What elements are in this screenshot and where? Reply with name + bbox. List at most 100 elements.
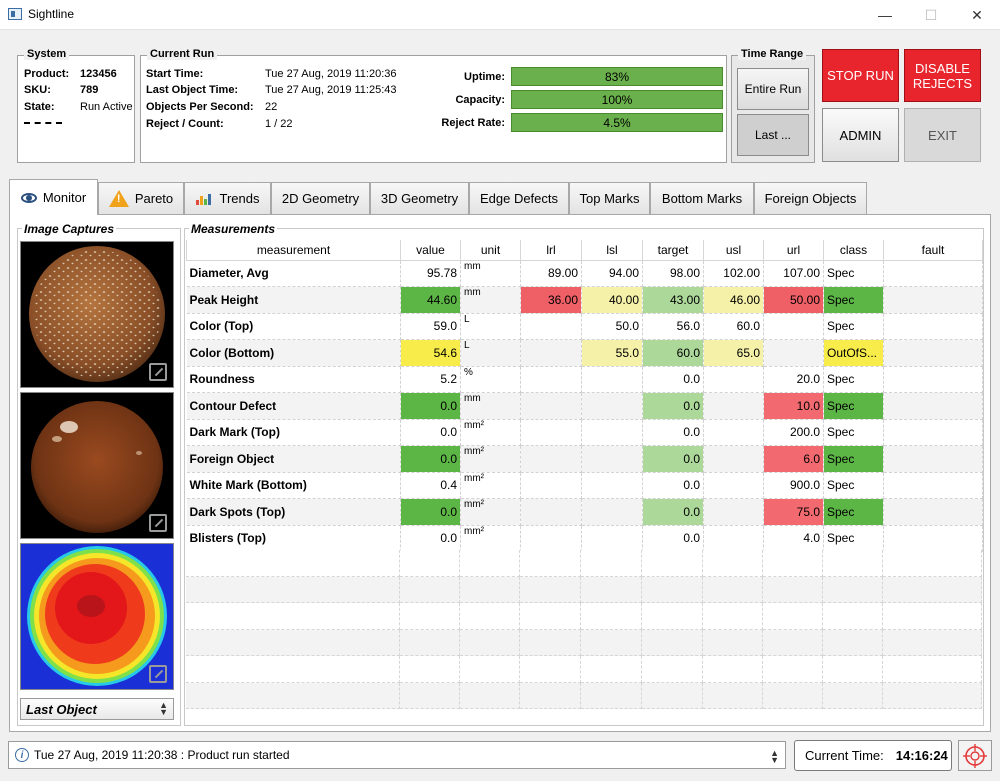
status-message: Tue 27 Aug, 2019 11:20:38 : Product run … <box>34 748 290 762</box>
capture-selector-value: Last Object <box>26 701 97 717</box>
measurement-name: Blisters (Top) <box>186 524 401 552</box>
measurement-unit: mm² <box>460 445 521 473</box>
measurement-lsl: 94.00 <box>581 259 643 287</box>
minimize-button[interactable]: — <box>878 7 892 23</box>
column-header[interactable]: unit <box>460 240 521 261</box>
column-header[interactable]: value <box>400 240 461 261</box>
measurement-unit: mm² <box>460 524 521 552</box>
empty-cell <box>823 656 883 683</box>
tab-2d-geometry[interactable]: 2D Geometry <box>271 182 370 214</box>
tab-trends[interactable]: Trends <box>184 182 271 214</box>
measurement-url: 200.0 <box>763 418 824 446</box>
tab-foreign-objects[interactable]: Foreign Objects <box>754 182 867 214</box>
empty-cell <box>642 682 703 709</box>
status-bar[interactable]: i Tue 27 Aug, 2019 11:20:38 : Product ru… <box>8 741 786 769</box>
image-captures-title: Image Captures <box>22 222 117 236</box>
sku-label: SKU: <box>24 84 51 96</box>
expand-icon[interactable] <box>149 363 167 381</box>
empty-cell <box>823 576 883 603</box>
close-button[interactable]: ✕ <box>971 6 983 23</box>
column-header[interactable]: lrl <box>520 240 582 261</box>
empty-cell <box>703 550 763 577</box>
table-header: measurement value unit lrl lsl target us… <box>186 240 983 261</box>
empty-cell <box>763 656 823 683</box>
entire-run-button[interactable]: Entire Run <box>737 68 809 110</box>
measurement-fault <box>883 365 983 393</box>
expand-icon[interactable] <box>149 514 167 532</box>
table-row[interactable]: Color (Bottom) 54.6 L 55.0 60.0 65.0 Out… <box>186 339 983 367</box>
column-header[interactable]: class <box>823 240 884 261</box>
product-value: 123456 <box>80 68 117 80</box>
empty-cell <box>460 576 520 603</box>
tab-monitor[interactable]: Monitor <box>9 179 98 215</box>
column-header[interactable]: usl <box>703 240 764 261</box>
measurement-name: White Mark (Bottom) <box>186 471 401 499</box>
measurement-name: Color (Bottom) <box>186 339 401 367</box>
tab-edge-defects[interactable]: Edge Defects <box>469 182 569 214</box>
table-row[interactable]: White Mark (Bottom) 0.4 mm² 0.0 900.0 Sp… <box>186 471 983 499</box>
table-row[interactable]: Contour Defect 0.0 mm 0.0 10.0 Spec <box>186 392 983 420</box>
empty-cell <box>520 682 581 709</box>
capture-selector[interactable]: Last Object ▲ ▼ <box>20 698 174 720</box>
empty-cell <box>883 682 982 709</box>
empty-cell <box>763 682 823 709</box>
empty-cell <box>186 629 400 656</box>
last-range-button[interactable]: Last ... <box>737 114 809 156</box>
column-header[interactable]: fault <box>883 240 983 261</box>
updown-arrows-icon: ▲ ▼ <box>159 700 168 717</box>
table-row[interactable]: Foreign Object 0.0 mm² 0.0 6.0 Spec <box>186 445 983 473</box>
capture-top-image[interactable] <box>20 241 174 388</box>
empty-cell <box>186 576 400 603</box>
measurement-class: Spec <box>823 524 884 552</box>
empty-cell <box>642 656 703 683</box>
empty-cell <box>883 629 982 656</box>
target-button[interactable] <box>958 740 992 771</box>
tab-pareto[interactable]: Pareto <box>98 182 184 214</box>
table-row[interactable]: Dark Mark (Top) 0.0 mm² 0.0 200.0 Spec <box>186 418 983 446</box>
empty-cell <box>581 603 642 630</box>
measurement-value: 54.6 <box>400 339 461 367</box>
empty-cell <box>823 629 883 656</box>
maximize-button[interactable]: ☐ <box>924 6 938 23</box>
table-row[interactable]: Blisters (Top) 0.0 mm² 0.0 4.0 Spec <box>186 524 983 552</box>
column-header[interactable]: target <box>642 240 704 261</box>
empty-cell <box>520 550 581 577</box>
measurement-class: Spec <box>823 365 884 393</box>
uptime-label: Uptime: <box>464 71 505 83</box>
capture-bottom-image[interactable] <box>20 392 174 539</box>
table-row[interactable]: Dark Spots (Top) 0.0 mm² 0.0 75.0 Spec <box>186 498 983 526</box>
admin-button[interactable]: ADMIN <box>822 108 899 162</box>
measurement-value: 0.4 <box>400 471 461 499</box>
measurement-value: 0.0 <box>400 498 461 526</box>
empty-cell <box>400 576 460 603</box>
capture-heightmap-image[interactable] <box>20 543 174 690</box>
measurement-fault <box>883 259 983 287</box>
status-dropdown-icon[interactable]: ▲ ▼ <box>770 748 779 765</box>
measurement-lrl <box>520 498 582 526</box>
measurement-lrl <box>520 339 582 367</box>
eye-icon <box>20 192 37 203</box>
table-row[interactable]: Color (Top) 59.0 L 50.0 56.0 60.0 Spec <box>186 312 983 340</box>
column-header[interactable]: measurement <box>186 240 401 261</box>
measurement-name: Color (Top) <box>186 312 401 340</box>
expand-icon[interactable] <box>149 665 167 683</box>
table-row[interactable]: Diameter, Avg 95.78 mm 89.00 94.00 98.00… <box>186 259 983 287</box>
measurement-class: Spec <box>823 286 884 314</box>
measurement-value: 0.0 <box>400 418 461 446</box>
measurement-lrl: 89.00 <box>520 259 582 287</box>
column-header[interactable]: lsl <box>581 240 643 261</box>
measurement-url <box>763 339 824 367</box>
stop-run-button[interactable]: STOP RUN <box>822 49 899 102</box>
tab-3d-geometry[interactable]: 3D Geometry <box>370 182 469 214</box>
exit-button[interactable]: EXIT <box>904 108 981 162</box>
measurement-url: 50.00 <box>763 286 824 314</box>
tab-bottom-marks[interactable]: Bottom Marks <box>650 182 754 214</box>
tab-top-marks[interactable]: Top Marks <box>569 182 650 214</box>
disable-rejects-button[interactable]: DISABLE REJECTS <box>904 49 981 102</box>
column-header[interactable]: url <box>763 240 824 261</box>
measurement-name: Diameter, Avg <box>186 259 401 287</box>
measurement-class: Spec <box>823 312 884 340</box>
table-row[interactable]: Roundness 5.2 % 0.0 20.0 Spec <box>186 365 983 393</box>
empty-cell <box>186 682 400 709</box>
table-row[interactable]: Peak Height 44.60 mm 36.00 40.00 43.00 4… <box>186 286 983 314</box>
